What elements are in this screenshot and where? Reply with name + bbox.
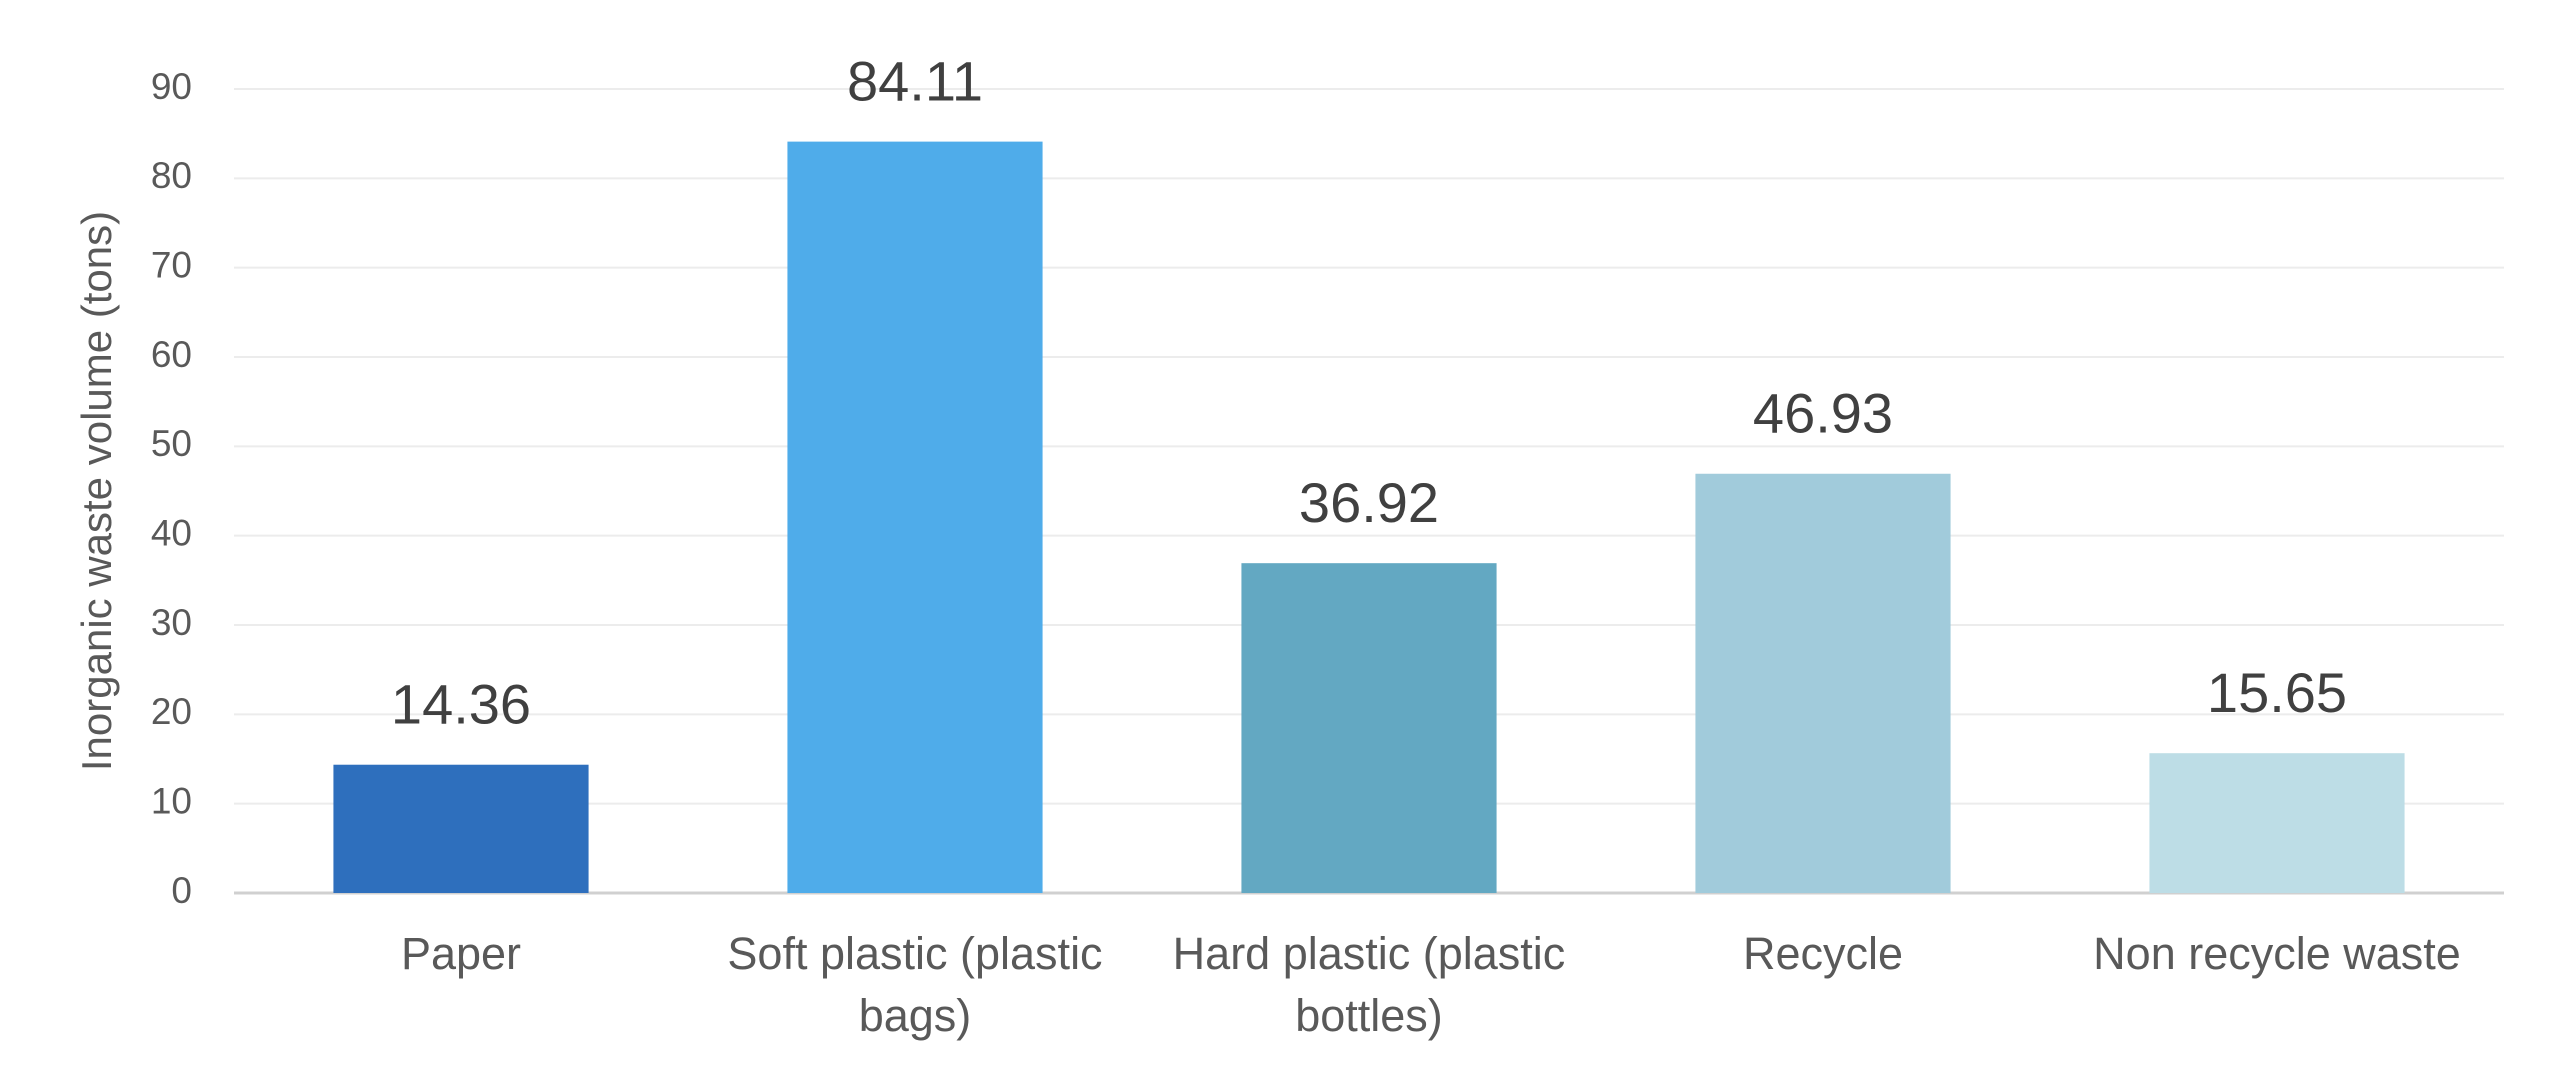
x-tick-label: Soft plastic (plastic bags) <box>727 928 1103 1041</box>
y-axis-title: Inorganic waste volume (tons) <box>73 211 120 771</box>
value-label: 84.11 <box>847 49 983 112</box>
bar <box>1241 563 1497 893</box>
bar <box>333 764 589 893</box>
value-label: 36.92 <box>1299 471 1439 534</box>
x-tick-label: Hard plastic (plastic bottles) <box>1172 928 1566 1041</box>
bar <box>1695 473 1951 893</box>
y-tick-label: 50 <box>151 423 192 464</box>
y-tick-label: 80 <box>151 155 192 196</box>
bar <box>787 141 1043 894</box>
value-label: 14.36 <box>391 673 531 736</box>
y-tick-label: 0 <box>171 870 192 911</box>
y-tick-label: 60 <box>151 334 192 375</box>
x-tick-label: Non recycle waste <box>2093 928 2461 979</box>
bar <box>2149 753 2405 893</box>
y-tick-label: 20 <box>151 691 192 732</box>
y-tick-label: 90 <box>151 66 192 107</box>
x-tick-label: Paper <box>400 928 522 979</box>
value-label: 46.93 <box>1753 382 1893 445</box>
x-tick-label: Recycle <box>1742 928 1904 979</box>
y-tick-label: 10 <box>151 780 192 821</box>
y-tick-label: 40 <box>151 512 192 553</box>
value-label: 15.65 <box>2207 661 2347 724</box>
y-tick-label: 70 <box>151 244 192 285</box>
y-tick-label: 30 <box>151 602 192 643</box>
